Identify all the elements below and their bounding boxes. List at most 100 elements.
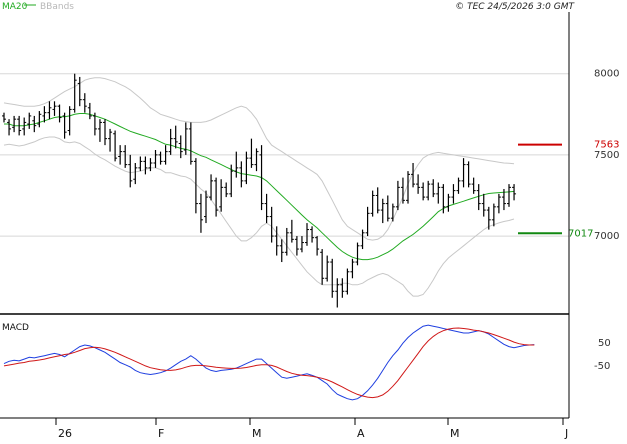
ohlc-bar bbox=[193, 158, 198, 214]
macd-series-signal bbox=[3, 327, 535, 399]
ohlc-bar bbox=[390, 203, 395, 222]
price-tick-label: 8000 bbox=[594, 69, 619, 80]
ohlc-bar bbox=[47, 101, 52, 120]
ma20-line bbox=[4, 113, 515, 261]
ma20-line-path bbox=[4, 113, 515, 261]
macd-series-macd bbox=[3, 324, 535, 401]
ohlc-bar bbox=[118, 145, 123, 165]
ohlc-bar bbox=[350, 258, 355, 279]
ohlc-bar bbox=[153, 150, 158, 168]
ohlc-bar bbox=[299, 236, 304, 253]
ohlc-bar bbox=[446, 193, 451, 212]
ohlc-bar bbox=[501, 188, 506, 211]
ohlc-bar bbox=[375, 187, 380, 214]
ohlc-bar bbox=[320, 249, 325, 285]
x-tick-label: 26 bbox=[58, 427, 72, 440]
bband-upper-line bbox=[3, 77, 515, 241]
ohlc-bar bbox=[360, 229, 365, 250]
ohlc-bar bbox=[259, 145, 264, 211]
ohlc-bar bbox=[461, 158, 466, 188]
ohlc-bar bbox=[158, 151, 163, 165]
ohlc-bar bbox=[421, 182, 426, 201]
ma-legend-label: MA20 bbox=[2, 2, 28, 12]
support-level-label: 7017 bbox=[568, 228, 593, 239]
ohlc-bar bbox=[148, 158, 153, 172]
bands-legend-label: BBands bbox=[40, 2, 74, 12]
ohlc-bar bbox=[17, 115, 22, 136]
ohlc-bar bbox=[507, 184, 511, 207]
ohlc-bar bbox=[289, 219, 294, 243]
ohlc-bar bbox=[491, 203, 496, 227]
ohlc-bar bbox=[400, 177, 405, 204]
ohlc-bar bbox=[294, 236, 299, 256]
ohlc-bar bbox=[214, 177, 219, 217]
x-tick-label: A bbox=[357, 427, 365, 440]
ohlc-bar bbox=[345, 268, 350, 295]
ohlc-bar bbox=[204, 190, 208, 224]
ohlc-bar bbox=[264, 193, 269, 224]
ohlc-bar bbox=[168, 128, 173, 155]
ohlc-bar bbox=[72, 73, 77, 113]
price-tick-label: 7000 bbox=[594, 231, 619, 242]
macd-y-axis: 50 -50 bbox=[594, 338, 611, 372]
ohlc-bar bbox=[52, 101, 57, 116]
ohlc-bar bbox=[269, 206, 274, 243]
ohlc-bar bbox=[512, 184, 517, 201]
ohlc-bar bbox=[315, 236, 320, 256]
macd-lines bbox=[3, 324, 535, 401]
price-tick-label: 7500 bbox=[594, 150, 619, 161]
ohlc-bar bbox=[395, 180, 400, 211]
ohlc-bar bbox=[27, 112, 32, 129]
ohlc-bar bbox=[224, 182, 229, 198]
x-tick-label: J bbox=[564, 427, 568, 440]
ohlc-bar bbox=[380, 198, 385, 224]
ohlc-bar bbox=[128, 154, 133, 188]
ohlc-bar bbox=[325, 255, 330, 282]
x-tick-label: M bbox=[252, 427, 262, 440]
ohlc-bar bbox=[406, 171, 410, 204]
ohlc-bar bbox=[209, 174, 214, 201]
ohlc-bar bbox=[92, 112, 97, 136]
ohlc-bar bbox=[254, 148, 259, 172]
ohlc-bar bbox=[229, 164, 234, 198]
price-levels: 7563 7017 bbox=[518, 140, 619, 239]
ohlc-bar bbox=[198, 193, 203, 233]
ohlc-bar bbox=[138, 156, 143, 172]
price-panel: 7563 7017 7000 7500 8000 bbox=[0, 69, 619, 308]
ohlc-bar bbox=[451, 184, 456, 204]
x-tick-label: M bbox=[450, 427, 460, 440]
bband-lower-line bbox=[3, 136, 515, 297]
ohlc-bar bbox=[133, 163, 138, 185]
ohlc-bar bbox=[219, 179, 224, 212]
ohlc-bar bbox=[37, 111, 42, 128]
macd-tick-label: -50 bbox=[594, 361, 610, 372]
ohlc-bar bbox=[335, 278, 340, 308]
ohlc-bar bbox=[431, 179, 436, 198]
ohlc-bar bbox=[370, 190, 375, 217]
ohlc-bar bbox=[62, 112, 67, 139]
ohlc-bar bbox=[123, 145, 128, 168]
ohlc-bar bbox=[486, 206, 491, 230]
ohlc-bar bbox=[32, 115, 37, 133]
price-y-axis: 7000 7500 8000 bbox=[594, 69, 619, 242]
ohlc-bar bbox=[7, 119, 12, 136]
ohlc-bar bbox=[82, 93, 87, 113]
ohlc-bar bbox=[279, 239, 284, 263]
ohlc-bar bbox=[305, 223, 309, 246]
ohlc-bar bbox=[103, 119, 107, 146]
ohlc-bar bbox=[97, 119, 102, 142]
ohlc-bar bbox=[481, 193, 486, 217]
ohlc-bar bbox=[441, 184, 446, 214]
ohlc-bar bbox=[67, 106, 72, 136]
ohlc-bar bbox=[385, 195, 390, 222]
ohlc-bar bbox=[249, 138, 254, 168]
ohlc-bar bbox=[12, 115, 17, 133]
price-bars bbox=[2, 73, 517, 308]
ohlc-bar bbox=[426, 180, 431, 201]
ohlc-bar bbox=[416, 174, 421, 194]
ohlc-bar bbox=[340, 278, 345, 298]
macd-panel: MACD 50 -50 bbox=[2, 323, 611, 401]
ohlc-bar bbox=[471, 177, 476, 194]
